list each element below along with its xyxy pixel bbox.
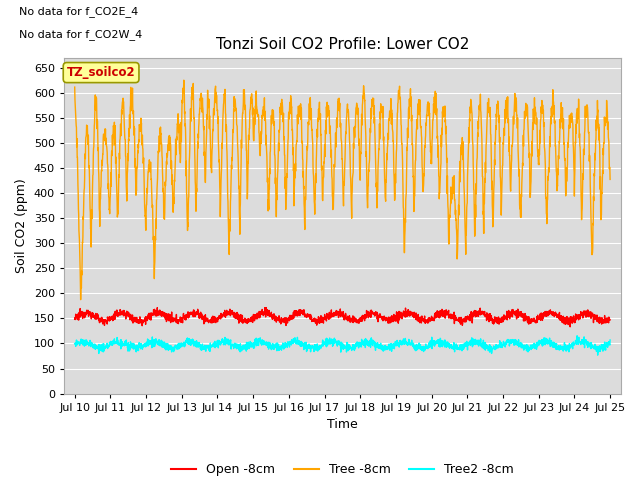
Tree -8cm xyxy=(606,177,614,182)
Tree2 -8cm xyxy=(71,341,79,347)
Line: Tree -8cm: Tree -8cm xyxy=(75,80,610,300)
Tree2 -8cm xyxy=(574,339,582,345)
Open -8cm xyxy=(606,317,614,323)
Tree -8cm xyxy=(358,114,366,120)
Tree -8cm xyxy=(559,126,567,132)
Open -8cm xyxy=(566,324,574,330)
Open -8cm xyxy=(220,313,228,319)
Open -8cm xyxy=(71,316,79,322)
Open -8cm xyxy=(262,305,270,311)
Tree -8cm xyxy=(574,108,582,113)
Tree2 -8cm xyxy=(498,341,506,347)
Y-axis label: Soil CO2 (ppm): Soil CO2 (ppm) xyxy=(15,178,28,273)
Tree2 -8cm xyxy=(220,339,228,345)
Legend: Open -8cm, Tree -8cm, Tree2 -8cm: Open -8cm, Tree -8cm, Tree2 -8cm xyxy=(166,458,519,480)
X-axis label: Time: Time xyxy=(327,418,358,431)
Title: Tonzi Soil CO2 Profile: Lower CO2: Tonzi Soil CO2 Profile: Lower CO2 xyxy=(216,37,469,52)
Open -8cm xyxy=(358,319,365,324)
Tree2 -8cm xyxy=(358,336,365,342)
Tree2 -8cm xyxy=(606,337,614,343)
Line: Tree2 -8cm: Tree2 -8cm xyxy=(75,336,610,355)
Open -8cm xyxy=(559,316,567,322)
Tree -8cm xyxy=(71,84,79,90)
Open -8cm xyxy=(574,315,582,321)
Tree -8cm xyxy=(180,77,188,83)
Tree -8cm xyxy=(221,92,228,98)
Tree2 -8cm xyxy=(369,340,377,346)
Text: No data for f_CO2E_4: No data for f_CO2E_4 xyxy=(19,6,139,17)
Text: TZ_soilco2: TZ_soilco2 xyxy=(67,66,136,79)
Open -8cm xyxy=(370,311,378,316)
Tree2 -8cm xyxy=(594,352,602,358)
Text: No data for f_CO2W_4: No data for f_CO2W_4 xyxy=(19,29,143,40)
Open -8cm xyxy=(498,314,506,320)
Tree -8cm xyxy=(499,170,506,176)
Line: Open -8cm: Open -8cm xyxy=(75,308,610,327)
Tree2 -8cm xyxy=(573,333,581,339)
Tree -8cm xyxy=(370,112,378,118)
Tree -8cm xyxy=(77,297,84,302)
Tree2 -8cm xyxy=(559,344,566,349)
